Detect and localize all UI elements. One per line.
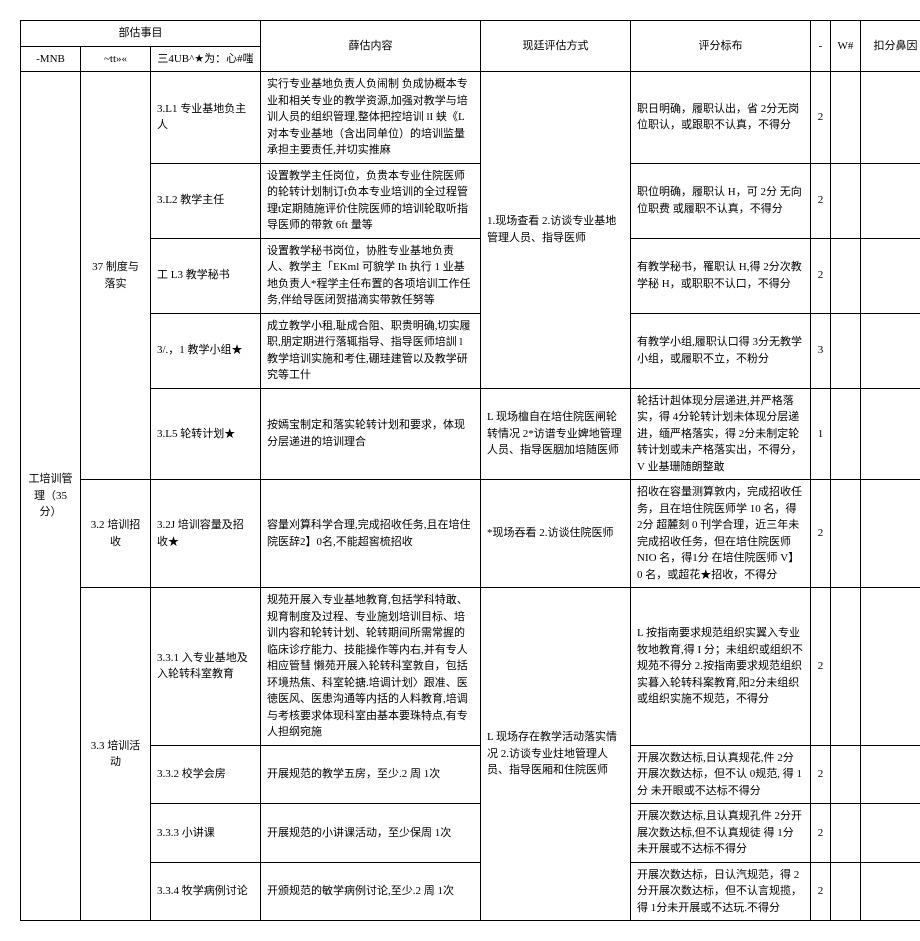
cell-d: 成立教学小租,耻成合阻、职贵明确,切实履职,朋定期进行落辄指导、指导医师培訓 l…	[261, 313, 481, 388]
group-33: 3.3 培训活动	[81, 588, 151, 921]
cell-c: 3.3.2 校学会房	[151, 745, 261, 804]
cell-c: 3.L2 教学主任	[151, 163, 261, 238]
header-col-i: 扣分鼻因	[861, 21, 920, 72]
cell-c: 3.3.1 入专业基地及入轮转科室教育	[151, 588, 261, 746]
table-row: 3.3.4 牧学病例讨论 开颁规范的敏学病例讨论,至少.2 周 1次 开展次数达…	[21, 862, 920, 921]
table-row: 3.3 培训活动 3.3.1 入专业基地及入轮转科室教育 规苑开展入专业基地教育…	[21, 588, 920, 746]
header-top-merge: 部估事目	[21, 21, 261, 47]
cell-c: 3.L5 轮转计划★	[151, 388, 261, 480]
cell-e: L 现场檀自在培住院医闸轮转情况 2*访谱专业婢地管理人员、指导医胭加培随医师	[481, 388, 631, 480]
cell-d: 规苑开展入专业基地教育,包括学科特敢、规育制度及过程、专业施划培训目标、培训内容…	[261, 588, 481, 746]
cell-d: 按嫣宝制定和落实轮转计划和要求，体现分层递进的培训理合	[261, 388, 481, 480]
cell-c: 3.2J 培训容量及招收★	[151, 480, 261, 588]
cell-h	[831, 745, 861, 804]
cell-h	[831, 388, 861, 480]
cell-g: 2	[811, 804, 831, 863]
cell-f: 有教学小组,履职认口得 3分无教学小组，或履职不立，不粉分	[631, 313, 811, 388]
table-row: 工培训管理（35分） 37 制度与落实 3.L1 专业基地负主人 实行专业基地负…	[21, 72, 920, 164]
header-col-f: 评分标布	[631, 21, 811, 72]
table-row: 3.3.2 校学会房 开展规范的教学五房，至少.2 周 1次 开展次数达标,日认…	[21, 745, 920, 804]
header-col-h: W#	[831, 21, 861, 72]
cell-i	[861, 745, 920, 804]
cell-g: 2	[811, 72, 831, 164]
cell-h	[831, 588, 861, 746]
cell-e-merge: L 现场存在教学活动落实情况 2.访谈专业炷地管理人员、指导医厢和住院医师	[481, 588, 631, 921]
cell-h	[831, 804, 861, 863]
cell-c: 3.L1 专业基地负主人	[151, 72, 261, 164]
cell-i	[861, 862, 920, 921]
cell-i	[861, 313, 920, 388]
header-col-d: 薛估内容	[261, 21, 481, 72]
header-col-a: -MNB	[21, 46, 81, 72]
cell-g: 3	[811, 313, 831, 388]
cell-g: 1	[811, 388, 831, 480]
cell-h	[831, 163, 861, 238]
header-col-c: 三4UB^★为：心#嗤	[151, 46, 261, 72]
cell-d: 开展规范的教学五房，至少.2 周 1次	[261, 745, 481, 804]
table-row: 3.2 培训招收 3.2J 培训容量及招收★ 容量刈算科学合理,完成招收任务,且…	[21, 480, 920, 588]
cell-g: 2	[811, 238, 831, 313]
group-37: 37 制度与落实	[81, 72, 151, 480]
table-row: 3.3.3 小讲课 开展规范的小讲课活动，至少保周 1次 开展次数达标,且认真规…	[21, 804, 920, 863]
cell-f: 招收在容量测算敦内，完成招收任务，且在培住院医师学 10 名，得 2分 超麓刻 …	[631, 480, 811, 588]
cell-h	[831, 313, 861, 388]
cell-d: 设置教学主任岗位，负贵本专业住院医师的轮转计划制订t负本专业培训的全过程管理t定…	[261, 163, 481, 238]
cell-i	[861, 480, 920, 588]
cell-f: 职位明确，履职认 H，可 2分 无向位职费 或履职不认真，不得分	[631, 163, 811, 238]
cell-f: 开展次数达标,日认真规花,件 2分开展次数达标，但不认 0规范, 得 1分 未开…	[631, 745, 811, 804]
cell-f: 开展次数达标,且认真规孔件 2分开展次数达标,但不认真规徒 得 1分 未开展或不…	[631, 804, 811, 863]
cell-h	[831, 72, 861, 164]
cell-f: 职日明确，履职认出，省 2分无岗位职认，或跟职不认真，不得分	[631, 72, 811, 164]
cell-g: 2	[811, 480, 831, 588]
cell-h	[831, 862, 861, 921]
group-32: 3.2 培训招收	[81, 480, 151, 588]
table-row: 工 L3 教学秘书 设置教学秘书岗位，协胜专业基地负责人、教学主「EKml 可貌…	[21, 238, 920, 313]
cell-e-merge: 1.现场查看 2.访谈专业基地管理人员、指导医师	[481, 72, 631, 389]
cell-i	[861, 388, 920, 480]
cell-h	[831, 238, 861, 313]
cell-g: 2	[811, 862, 831, 921]
cell-h	[831, 480, 861, 588]
header-col-g: -	[811, 21, 831, 72]
header-col-e: 现廷评估方式	[481, 21, 631, 72]
cell-e: *现场吞看 2.访谈住院医师	[481, 480, 631, 588]
cell-f: L 按指南要求规范组织实翼入专业牧地教育,得 I 分；未组织或组织不规苑不得分 …	[631, 588, 811, 746]
cell-i	[861, 804, 920, 863]
cell-g: 2	[811, 163, 831, 238]
evaluation-table: 部估事目 薛估内容 现廷评估方式 评分标布 - W# 扣分鼻因 -MNB ~tt…	[20, 20, 920, 921]
cell-d: 实行专业基地负责人负闹制 负成协概本专业和相关专业的教学资源,加强对教学与培训人…	[261, 72, 481, 164]
cell-g: 2	[811, 588, 831, 746]
cell-f: 开展次数达标，日认汽规范，得 2分开展次数达标，但不认言规揽，得 1分未开展或不…	[631, 862, 811, 921]
table-row: 3.L2 教学主任 设置教学主任岗位，负贵本专业住院医师的轮转计划制订t负本专业…	[21, 163, 920, 238]
cell-i	[861, 72, 920, 164]
header-row-1: 部估事目 薛估内容 现廷评估方式 评分标布 - W# 扣分鼻因	[21, 21, 920, 47]
cell-i	[861, 238, 920, 313]
cell-c: 3.3.4 牧学病例讨论	[151, 862, 261, 921]
group-main: 工培训管理（35分）	[21, 72, 81, 921]
cell-g: 2	[811, 745, 831, 804]
header-col-b: ~tt»«	[81, 46, 151, 72]
cell-d: 开展规范的小讲课活动，至少保周 1次	[261, 804, 481, 863]
cell-d: 设置教学秘书岗位，协胜专业基地负责人、教学主「EKml 可貌学 Ih 执行 1 …	[261, 238, 481, 313]
table-row: 3/.，1 教学小组★ 成立教学小租,耻成合阻、职贵明确,切实履职,朋定期进行落…	[21, 313, 920, 388]
cell-c: 工 L3 教学秘书	[151, 238, 261, 313]
cell-c: 3/.，1 教学小组★	[151, 313, 261, 388]
cell-c: 3.3.3 小讲课	[151, 804, 261, 863]
cell-d: 容量刈算科学合理,完成招收任务,且在培住院医辞2】0名,不能超窖梳招收	[261, 480, 481, 588]
cell-i	[861, 588, 920, 746]
cell-d: 开颁规范的敏学病例讨论,至少.2 周 1次	[261, 862, 481, 921]
table-row: 3.L5 轮转计划★ 按嫣宝制定和落实轮转计划和要求，体现分层递进的培训理合 L…	[21, 388, 920, 480]
cell-f: 轮括计赳体现分层递进,并严格落实，得 4分轮转计划未体现分层递进，缅严格落实，得…	[631, 388, 811, 480]
cell-i	[861, 163, 920, 238]
cell-f: 有教学秘书，罹职认 H,得 2分次教学秘 H，或职职不认口，不得分	[631, 238, 811, 313]
